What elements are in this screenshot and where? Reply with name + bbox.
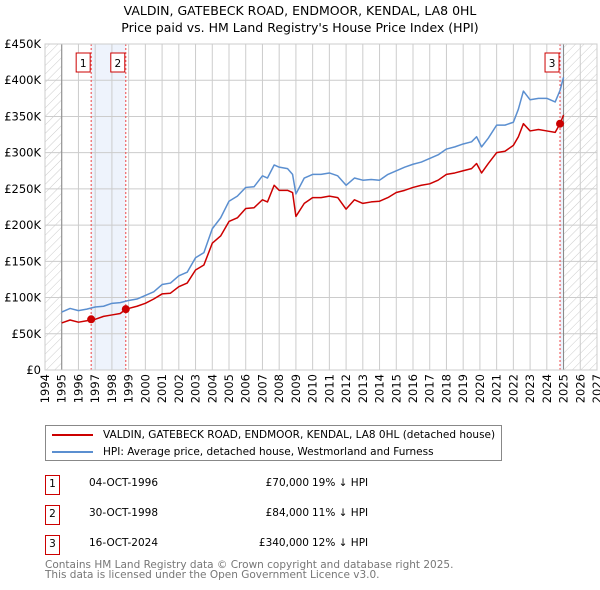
legend-swatch-red [52,434,93,436]
x-tick-label: 1995 [55,374,69,403]
x-tick-label: 2021 [490,374,504,403]
x-tick-label: 2014 [373,374,387,403]
sale-point [87,315,96,324]
y-tick-label: £250K [4,182,41,196]
sale-row: 3 16-OCT-2024 £340,000 12% ↓ HPI [45,535,445,555]
sale-price: £340,000 [258,537,309,549]
sale-point [121,305,130,314]
x-tick-label: 2019 [456,374,470,403]
y-tick-label: £350K [4,109,41,123]
footer: Contains HM Land Registry data © Crown c… [45,559,454,581]
x-tick-label: 2000 [138,374,152,403]
sale-marker-box: 2 [45,505,60,525]
x-tick-label: 2011 [322,374,336,403]
x-tick-label: 1994 [38,374,52,403]
plot-border [44,43,598,371]
legend-swatch-blue [52,451,93,453]
legend-item-hpi: HPI: Average price, detached house, West… [52,446,434,458]
sale-hpi-diff: 11% ↓ HPI [312,507,369,519]
x-tick-label: 2012 [339,374,353,403]
y-tick-label: £100K [4,291,41,305]
y-tick-label: £400K [4,73,41,87]
shaded-period [91,44,126,370]
x-tick-label: 2022 [506,374,520,403]
x-tick-label: 1996 [71,374,85,403]
plot-background [45,44,597,370]
x-tick-label: 1998 [105,374,119,403]
legend-label: VALDIN, GATEBECK ROAD, ENDMOOR, KENDAL, … [103,429,496,441]
x-tick-label: 2010 [306,374,320,403]
sale-label-box [75,52,91,73]
sale-label: 1 [80,58,87,70]
sale-date: 04-OCT-1996 [89,477,158,489]
sale-label-box [110,52,126,73]
y-tick-label: £450K [4,37,41,51]
x-tick-label: 2009 [289,374,303,403]
x-tick-label: 2024 [540,374,554,403]
sale-row: 1 04-OCT-1996 £70,000 19% ↓ HPI [45,475,445,495]
y-tick-label: £50K [12,327,42,341]
chart-title: VALDIN, GATEBECK ROAD, ENDMOOR, KENDAL, … [0,2,600,36]
sale-point [556,119,565,128]
sale-date: 16-OCT-2024 [89,537,158,549]
y-tick-label: £0 [26,363,41,377]
x-tick-label: 2023 [523,374,537,403]
sale-hpi-diff: 12% ↓ HPI [312,537,369,549]
legend-item-property: VALDIN, GATEBECK ROAD, ENDMOOR, KENDAL, … [52,429,495,441]
sale-row: 2 30-OCT-1998 £84,000 11% ↓ HPI [45,505,445,525]
x-tick-label: 2002 [172,374,186,403]
x-tick-label: 2004 [205,374,219,403]
y-tick-label: £300K [4,146,41,160]
hpi-line [61,77,565,313]
chart-title-line-2: Price paid vs. HM Land Registry's House … [121,20,479,35]
sale-marker-box: 1 [45,475,60,495]
price-chart: £0 £50K £100K £150K £200K £250K £300K £350K £400… [4,37,600,403]
x-tick-label: 2027 [590,374,600,403]
x-tick-label: 2005 [222,374,236,403]
x-tick-label: 2007 [255,374,269,403]
x-tick-label: 2026 [573,374,587,403]
y-tick-label: £150K [4,254,41,268]
x-tick-label: 2025 [557,374,571,403]
sale-date: 30-OCT-1998 [89,507,158,519]
x-tick-label: 2017 [423,374,437,403]
sale-label: 3 [549,58,556,70]
x-tick-label: 1999 [122,374,136,403]
sale-price: £84,000 [265,507,309,519]
x-tick-label: 2006 [239,374,253,403]
sale-price: £70,000 [265,477,309,489]
sale-hpi-diff: 19% ↓ HPI [312,477,369,489]
x-tick-label: 2001 [155,374,169,403]
x-tick-label: 2015 [389,374,403,403]
y-tick-label: £200K [4,218,41,232]
price-paid-line [61,114,565,324]
x-tick-label: 2008 [272,374,286,403]
x-tick-label: 1997 [88,374,102,403]
sale-marker-box: 3 [45,535,60,555]
x-tick-label: 2013 [356,374,370,403]
footer-line: Contains HM Land Registry data © Crown c… [45,559,454,571]
chart-title-line-1: VALDIN, GATEBECK ROAD, ENDMOOR, KENDAL, … [123,3,477,18]
legend-label: HPI: Average price, detached house, West… [103,446,434,458]
hatched-region-before [45,44,62,370]
sale-label: 2 [114,58,121,70]
legend: VALDIN, GATEBECK ROAD, ENDMOOR, KENDAL, … [45,425,502,461]
footer-line: This data is licensed under the Open Gov… [45,569,380,581]
sale-label-box [544,52,560,73]
x-tick-label: 2018 [439,374,453,403]
x-tick-label: 2020 [473,374,487,403]
x-tick-label: 2016 [406,374,420,403]
x-tick-label: 2003 [189,374,203,403]
shaded-period [560,44,564,370]
